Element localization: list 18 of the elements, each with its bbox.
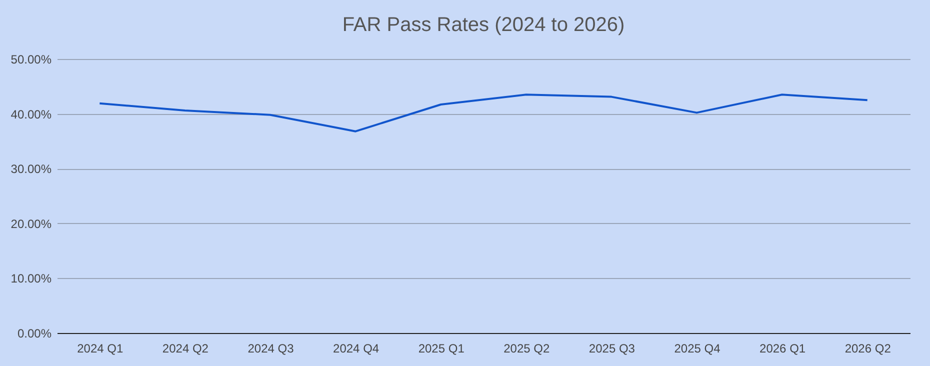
x-tick-label: 2024 Q3	[248, 342, 294, 356]
x-tick-label: 2026 Q1	[760, 342, 806, 356]
chart-title: FAR Pass Rates (2024 to 2026)	[342, 14, 625, 36]
x-tick-label: 2025 Q4	[674, 342, 721, 356]
x-tick-label: 2026 Q2	[844, 342, 892, 356]
y-tick-label: 0.00%	[17, 326, 52, 340]
x-tick-label: 2024 Q2	[162, 342, 209, 356]
y-tick-label: 10.00%	[10, 272, 52, 286]
x-tick-label: 2025 Q3	[588, 342, 636, 356]
x-tick-label: 2025 Q2	[504, 342, 550, 356]
x-tick-label: 2024 Q1	[77, 342, 124, 356]
x-tick-label: 2025 Q1	[418, 342, 465, 356]
y-tick-label: 20.00%	[10, 216, 52, 231]
y-tick-label: 40.00%	[10, 107, 52, 122]
y-tick-label: 50.00%	[10, 52, 52, 66]
y-tick-label: 30.00%	[10, 162, 52, 176]
line-series	[98, 94, 868, 132]
x-tick-label: 2024 Q4	[333, 342, 380, 356]
